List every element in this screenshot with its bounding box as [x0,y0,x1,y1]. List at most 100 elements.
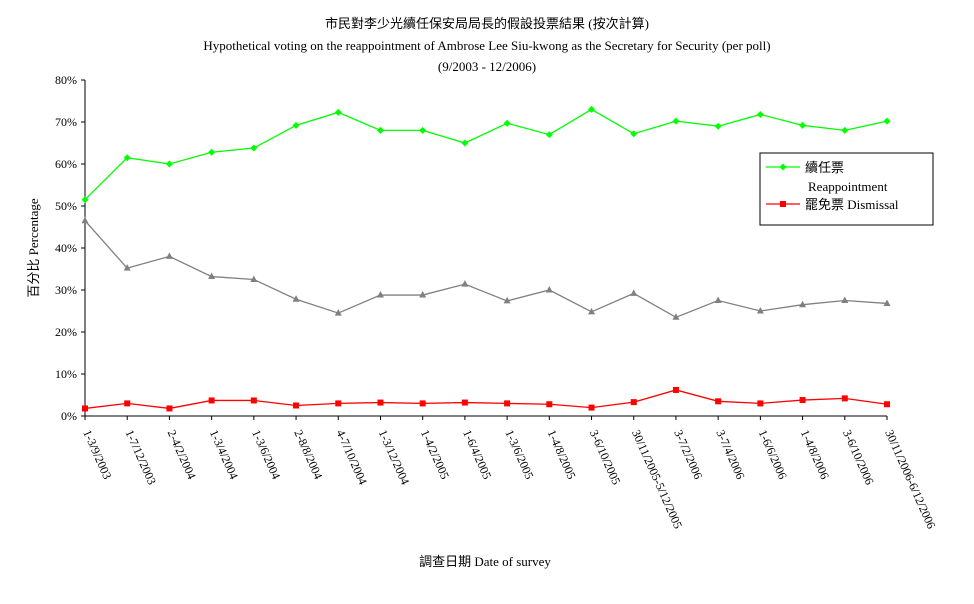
series-2 [82,386,890,412]
data-point [166,405,173,412]
series-1 [81,105,891,204]
data-point [419,126,427,134]
y-tick-label: 10% [55,367,77,381]
series-line [84,220,888,319]
data-point [757,400,764,407]
chart-title: 市民對李少光續任保安局局長的假設投票結果 (按次計算) [325,16,649,31]
data-point [545,286,553,293]
x-tick-label: 1-3/4/2004 [207,428,241,482]
axes: 0% 10% 20% 30% 40% 50% 60% 70% 80% 1-3/9/2003 1-7/… [55,73,939,531]
series-line [84,389,888,410]
data-point [334,309,342,316]
data-point [503,119,511,127]
legend-label: 續任票 [805,160,844,175]
data-point [841,126,849,134]
data-point [883,117,891,125]
data-point [715,398,722,405]
data-point [377,399,384,406]
series-line [84,108,888,201]
y-tick-label: 60% [55,157,77,171]
x-tick-label: 1-7/12/2003 [122,428,159,487]
x-tick-label: 4-7/10/2004 [334,428,371,487]
data-point [81,216,89,224]
y-tick-label: 0% [61,409,77,423]
data-point [884,401,890,408]
data-point [756,307,764,314]
legend-label-en: Reappointment [808,179,888,194]
data-point [672,313,680,320]
data-point [376,126,384,134]
x-tick-label: 1-3/12/2004 [376,428,413,487]
chart-date-range: (9/2003 - 12/2006) [438,59,536,74]
legend-box [759,152,934,226]
y-tick-label: 40% [55,241,77,255]
data-point [588,307,596,315]
data-point [714,296,722,303]
data-point [123,154,131,162]
x-tick-label: 1-3/6/2005 [502,428,536,482]
data-point [841,296,849,303]
x-tick-label: 1-4/8/2006 [798,428,832,482]
data-point [124,400,131,407]
series-layer [81,105,891,412]
data-point [714,122,722,130]
data-point [461,399,468,406]
legend: 續任票 Reappointment 罷免票 Dismissal [759,152,934,226]
data-point [841,395,848,402]
x-tick-label: 30/11/2006-6/12/2006 [882,428,938,531]
data-point [376,291,384,298]
data-point [292,121,300,129]
data-point [419,291,427,298]
data-point [756,110,764,118]
data-point [165,252,173,259]
data-point [504,400,511,407]
x-tick-label: 3-7/4/2006 [713,428,747,482]
data-point [545,131,553,139]
y-tick-label: 80% [55,73,77,87]
data-point [779,163,787,171]
data-point [208,148,216,156]
x-tick-label: 1-3/6/2004 [249,428,283,482]
x-tick-label: 2-4/2/2004 [165,428,199,482]
data-point [799,397,806,404]
x-tick-label: 1-6/4/2005 [460,428,494,482]
data-point [250,144,258,152]
x-tick-label: 1-4/2/2005 [418,428,452,482]
data-point [419,400,426,407]
series-3 [81,216,891,320]
x-tick-label: 3-7/2/2006 [671,428,705,482]
data-point [250,397,257,404]
data-point [208,397,215,404]
x-tick-label: 3-6/10/2005 [587,428,624,487]
x-axis-title: 調查日期 Date of survey [419,554,551,569]
y-tick-label: 20% [55,325,77,339]
data-point [672,386,679,393]
data-point [503,296,511,304]
data-point [335,400,342,407]
y-axis-title: 百分比 Percentage [26,198,41,298]
data-point [546,401,553,408]
y-tick-label: 30% [55,283,77,297]
data-point [630,399,637,406]
data-point [123,264,131,271]
data-point [165,160,173,168]
x-tick-label: 3-6/10/2006 [840,428,877,487]
x-tick-label: 1-4/8/2005 [545,428,579,482]
data-point [461,139,469,147]
data-point [293,402,300,409]
data-point [81,196,89,204]
data-point [250,275,258,282]
data-point [208,272,216,280]
data-point [799,121,807,129]
legend-label: 罷免票 Dismissal [805,197,899,212]
x-tick-label: 1-6/6/2006 [756,428,790,482]
data-point [780,201,786,207]
data-point [292,295,300,302]
x-tick-label: 1-3/9/2003 [80,428,114,482]
data-point [334,108,342,116]
data-point [630,289,638,296]
data-point [630,130,638,138]
y-tick-label: 50% [55,199,77,213]
data-point [461,280,469,287]
